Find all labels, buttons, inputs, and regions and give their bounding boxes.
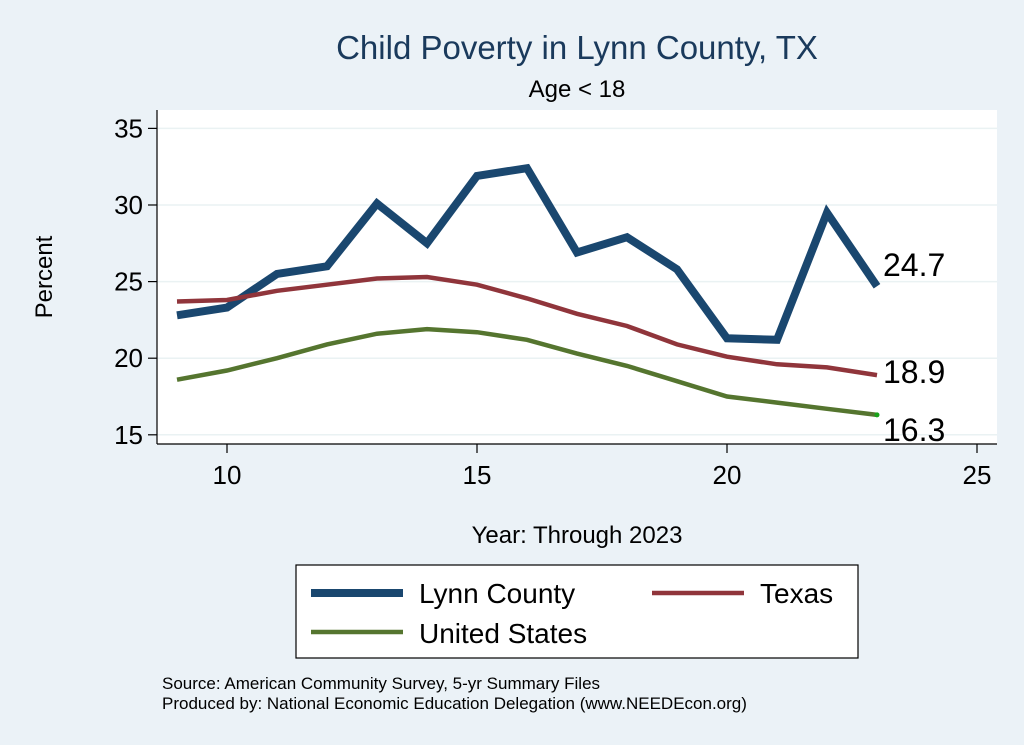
x-axis: 10 15 20 25 [157, 443, 997, 490]
chart-subtitle: Age < 18 [529, 76, 626, 103]
x-tick-label: 15 [463, 460, 492, 490]
end-label-united-states: 16.3 [883, 412, 945, 448]
legend-label-lynn-county: Lynn County [419, 578, 575, 609]
line-lynn-county [176, 163, 881, 344]
legend-label-texas: Texas [760, 578, 833, 609]
end-label-texas: 18.9 [883, 354, 945, 390]
end-marker-united-states [874, 412, 880, 418]
line-texas [176, 274, 878, 378]
plot-area [157, 110, 997, 444]
y-tick-label: 20 [114, 343, 143, 373]
legend-label-united-states: United States [419, 618, 587, 649]
legend-box [295, 564, 859, 659]
chart-title: Child Poverty in Lynn County, TX [336, 29, 818, 66]
y-tick-label: 25 [114, 267, 143, 297]
end-label-lynn-county: 24.7 [883, 247, 945, 283]
y-tick-label: 35 [114, 113, 143, 143]
series-lines [176, 163, 881, 418]
legend: Lynn County Texas United States [295, 564, 859, 659]
source-note: Source: American Community Survey, 5-yr … [162, 674, 600, 693]
line-united-states [176, 326, 878, 418]
produced-by-note: Produced by: National Economic Education… [162, 694, 747, 713]
y-tick-label: 15 [114, 420, 143, 450]
gridlines [157, 127, 997, 436]
x-tick-label: 20 [713, 460, 742, 490]
x-tick-label: 10 [213, 460, 242, 490]
end-labels: 24.7 18.9 16.3 [883, 247, 945, 448]
y-tick-label: 30 [114, 190, 143, 220]
y-axis: 15 20 25 30 35 [114, 110, 158, 450]
x-tick-label: 25 [963, 460, 992, 490]
x-axis-title: Year: Through 2023 [472, 522, 683, 549]
y-axis-title: Percent [31, 235, 58, 318]
